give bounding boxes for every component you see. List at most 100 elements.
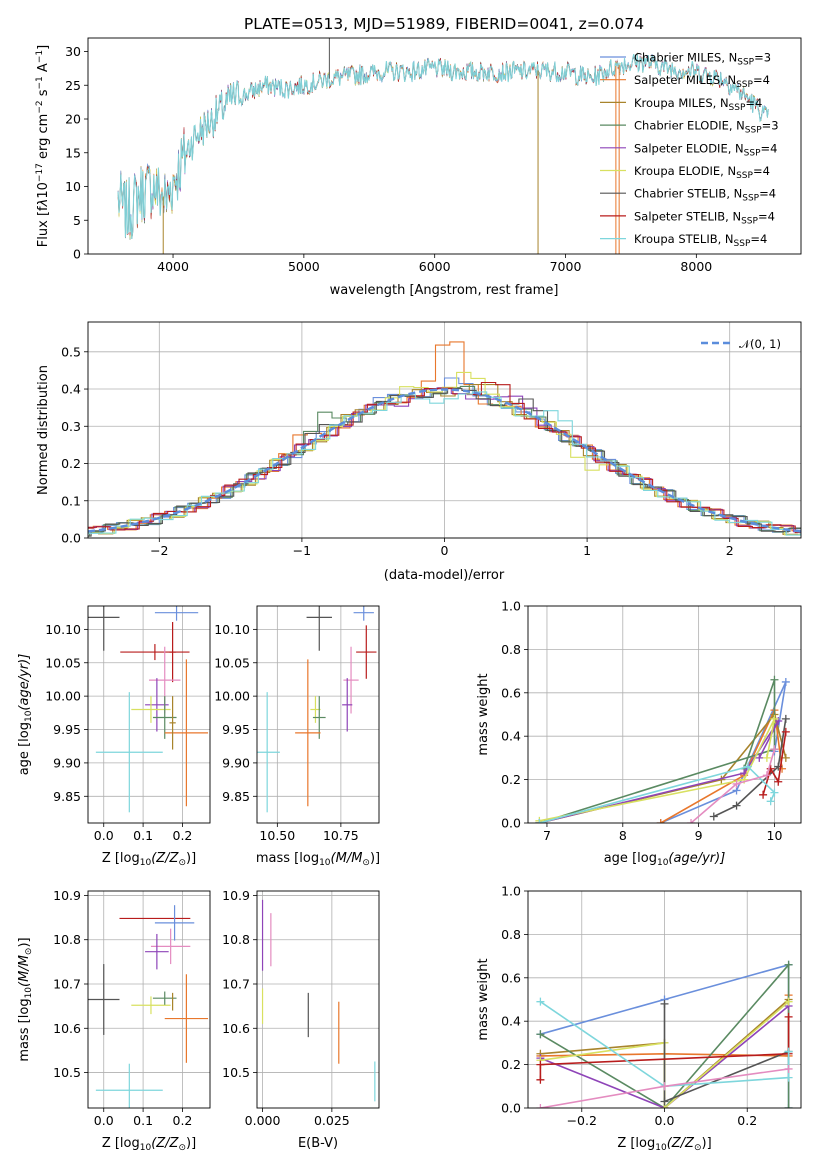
label-part: 10 bbox=[319, 858, 331, 868]
weight-point-marker bbox=[536, 1030, 545, 1039]
y-axis-label: mass [log10(M/M⊙)] bbox=[17, 937, 34, 1061]
y-tick-label: 10.6 bbox=[222, 1021, 250, 1036]
label-part: age [log bbox=[17, 722, 32, 775]
label-part: )] bbox=[370, 851, 380, 866]
x-tick-label: 10.75 bbox=[323, 828, 359, 843]
y-tick-label: 0.6 bbox=[501, 970, 521, 985]
legend-entry: Salpeter STELIB, NSSP=4 bbox=[634, 209, 775, 226]
label-part: =3 bbox=[762, 119, 779, 133]
legend-entry: Kroupa STELIB, NSSP=4 bbox=[634, 232, 767, 249]
label-part: Chabrier MILES, N bbox=[634, 51, 737, 65]
scatter-panel-age_vs_Z: 0.0 0.1 0.2 9.85 9.90 9.95 10.00 10.05 10.10 Z [l… bbox=[17, 605, 211, 868]
x-tick-label: 4000 bbox=[157, 259, 189, 274]
label-part: age [log bbox=[604, 851, 657, 866]
y-tick-label: 10.05 bbox=[45, 655, 81, 670]
legend-entry: Kroupa ELODIE, NSSP=4 bbox=[634, 164, 770, 181]
x-tick-label: 5000 bbox=[288, 259, 320, 274]
label-part: SSP bbox=[734, 239, 751, 249]
y-tick-label: 10.8 bbox=[53, 932, 81, 947]
weight-point-marker bbox=[660, 1082, 669, 1091]
axes-frame bbox=[256, 890, 380, 1109]
x-tick-label: 0.1 bbox=[133, 1113, 153, 1128]
scatter-panel-mass_vs_EBV: 0.000 0.025 10.5 10.6 10.7 10.8 10.9 E(B-V) bbox=[222, 888, 380, 1151]
y-tick-label: 0.0 bbox=[501, 1101, 521, 1116]
label-part: 10 bbox=[24, 987, 34, 999]
label-part: ⊙ bbox=[694, 1143, 702, 1153]
label-part: A bbox=[36, 63, 51, 76]
x-tick-label: 7000 bbox=[550, 259, 582, 274]
weight-point-marker bbox=[687, 819, 696, 823]
x-tick-label: 0 bbox=[441, 543, 449, 558]
y-tick-label: 0.8 bbox=[501, 642, 521, 657]
y-tick-label: 0.6 bbox=[501, 685, 521, 700]
label-part: 10 bbox=[655, 1143, 667, 1153]
spectrum-line-kroupa-stelib bbox=[117, 54, 769, 239]
legend-entry: 𝒩(0, 1) bbox=[739, 337, 781, 351]
label-part: SSP bbox=[729, 103, 746, 113]
normal-curve bbox=[88, 388, 801, 533]
y-tick-label: 0.1 bbox=[61, 493, 81, 508]
y-tick-label: 0.2 bbox=[61, 456, 81, 471]
y-tick-label: 0.2 bbox=[501, 772, 521, 787]
y-tick-label: 10.5 bbox=[53, 1065, 81, 1080]
label-part: =4 bbox=[753, 164, 770, 178]
plot-area bbox=[535, 675, 790, 823]
x-tick-label: 0.2 bbox=[737, 1113, 757, 1128]
label-part: mass [log bbox=[17, 998, 32, 1061]
x-tick-label: 8000 bbox=[680, 259, 712, 274]
label-part: erg cm bbox=[36, 114, 51, 163]
legend-entry: Chabrier MILES, NSSP=3 bbox=[634, 51, 771, 68]
x-tick-label: 0.2 bbox=[173, 828, 193, 843]
label-part: Kroupa ELODIE, N bbox=[634, 164, 736, 178]
weight-point-marker bbox=[781, 727, 790, 736]
weight-point-marker bbox=[732, 779, 741, 788]
label-part: λ bbox=[36, 199, 51, 208]
weight-line-salpeter-miles bbox=[660, 707, 783, 823]
weight-line-salpeter-elodie bbox=[540, 1005, 790, 1108]
histogram-series-chabrier-stelib bbox=[88, 387, 801, 537]
x-tick-label: −0.2 bbox=[567, 1113, 597, 1128]
x-tick-label: 1 bbox=[583, 543, 591, 558]
legend-entry: Salpeter MILES, NSSP=4 bbox=[634, 73, 770, 90]
label-part: Chabrier STELIB, N bbox=[634, 187, 742, 201]
plot-area bbox=[88, 606, 209, 813]
label-part: Z [log bbox=[102, 1136, 140, 1151]
weight-point-marker bbox=[781, 714, 790, 723]
weight-line-kroupa-elodie bbox=[539, 718, 776, 822]
label-part: mass [log bbox=[256, 851, 319, 866]
label-part: (M/M bbox=[331, 851, 363, 866]
y-tick-label: 10.10 bbox=[214, 622, 250, 637]
y-tick-label: 1.0 bbox=[501, 884, 521, 899]
x-tick-label: 6000 bbox=[419, 259, 451, 274]
weight-point-marker bbox=[784, 1104, 793, 1108]
weight-point-marker bbox=[743, 762, 752, 771]
x-tick-label: 0.0 bbox=[655, 1113, 675, 1128]
x-axis-label: E(B-V) bbox=[298, 1136, 338, 1151]
y-tick-label: 1.0 bbox=[501, 599, 521, 614]
y-tick-label: 0.5 bbox=[61, 344, 81, 359]
x-tick-label: 0.025 bbox=[314, 1113, 350, 1128]
weight-line-kroupa-stelib bbox=[539, 765, 776, 823]
label-part: =4 bbox=[750, 232, 767, 246]
histogram-series-salpeter-elodie bbox=[88, 387, 801, 533]
label-part: ⊙ bbox=[362, 858, 370, 868]
label-part: 10 bbox=[36, 182, 51, 199]
label-part: SSP bbox=[745, 126, 762, 136]
y-tick-label: 10.10 bbox=[45, 622, 81, 637]
histogram-series-chabrier-elodie bbox=[88, 385, 801, 537]
label-part: SSP bbox=[744, 148, 761, 158]
plot-area bbox=[536, 960, 793, 1108]
x-tick-label: 10.50 bbox=[259, 828, 295, 843]
label-part: SSP bbox=[736, 80, 753, 90]
x-axis-label: Z [log10(Z/Z⊙)] bbox=[617, 1136, 711, 1153]
y-tick-label: 0.0 bbox=[61, 531, 81, 546]
scatter-panel-mass_vs_Z: 0.0 0.1 0.210.510.610.710.810.9Z [log10(Z/… bbox=[17, 888, 211, 1153]
label-part: Z [log bbox=[102, 851, 140, 866]
y-tick-label: 0.2 bbox=[501, 1057, 521, 1072]
axes-frame bbox=[527, 605, 802, 824]
plot-area bbox=[117, 38, 769, 254]
label-part: 10 bbox=[657, 858, 669, 868]
x-tick-label: 0.0 bbox=[94, 1113, 114, 1128]
y-tick-label: 0.4 bbox=[501, 729, 521, 744]
label-part: =4 bbox=[759, 187, 776, 201]
